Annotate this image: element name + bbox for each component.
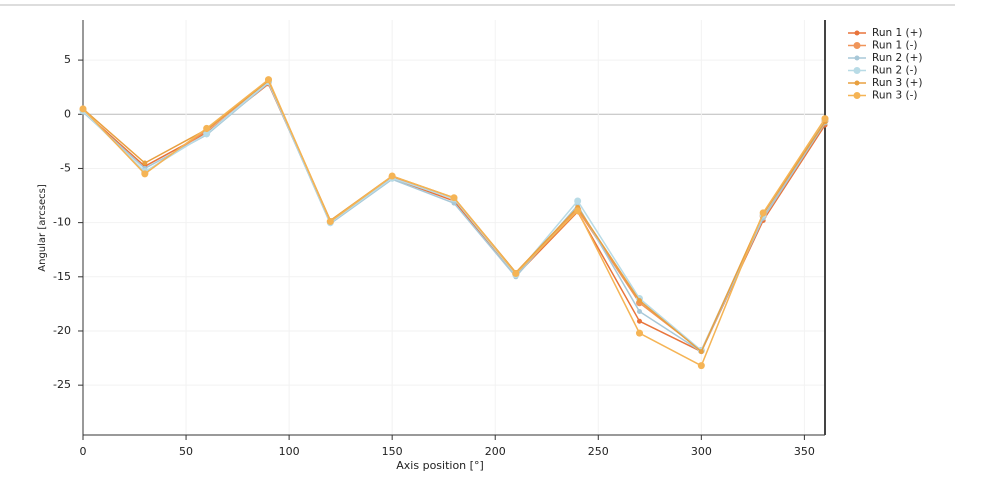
legend-marker [853, 67, 861, 74]
y-tick-label: 5 [64, 53, 71, 66]
plot-area [83, 20, 825, 435]
y-tick-label: -25 [53, 378, 71, 391]
data-point [326, 218, 334, 226]
data-point [637, 318, 642, 324]
data-point [203, 130, 211, 138]
y-tick-label: -15 [53, 270, 71, 283]
data-point [265, 76, 272, 84]
x-tick-label: 100 [279, 445, 300, 458]
legend-marker [854, 30, 860, 36]
y-tick-label: -10 [53, 216, 71, 229]
y-tick-label: -5 [60, 161, 71, 174]
data-point [388, 172, 396, 180]
legend-label: Run 2 (-) [872, 65, 917, 77]
data-point [821, 115, 829, 123]
y-tick-label: 0 [64, 107, 71, 120]
data-point [698, 349, 704, 355]
y-tick-label: -20 [53, 324, 71, 337]
x-tick-label: 200 [485, 445, 506, 458]
data-point [697, 362, 705, 370]
legend-marker [853, 42, 861, 49]
data-point [79, 105, 87, 113]
y-axis-label: Angular [arcsecs] [37, 184, 48, 272]
data-point [141, 170, 149, 178]
data-point [574, 197, 582, 205]
data-point [637, 308, 642, 314]
data-point [759, 209, 767, 217]
legend-marker [854, 55, 860, 61]
x-tick-label: 0 [80, 445, 87, 458]
legend-label: Run 1 (-) [872, 40, 917, 52]
data-point [574, 207, 582, 215]
data-point [450, 194, 458, 202]
x-tick-label: 300 [691, 445, 712, 458]
x-tick-label: 350 [794, 445, 815, 458]
x-tick-label: 150 [382, 445, 403, 458]
x-axis-label: Axis position [°] [396, 459, 483, 472]
data-point [636, 329, 643, 337]
legend-label: Run 3 (+) [872, 77, 922, 89]
x-tick-label: 250 [588, 445, 609, 458]
data-point [203, 124, 211, 132]
legend-label: Run 3 (-) [872, 90, 917, 102]
data-point [142, 160, 148, 166]
legend-label: Run 2 (+) [872, 52, 922, 64]
legend-marker [853, 92, 861, 99]
data-point [637, 298, 642, 304]
x-tick-label: 50 [179, 445, 193, 458]
data-point [512, 270, 520, 278]
legend-marker [854, 80, 860, 86]
legend-label: Run 1 (+) [872, 27, 922, 39]
